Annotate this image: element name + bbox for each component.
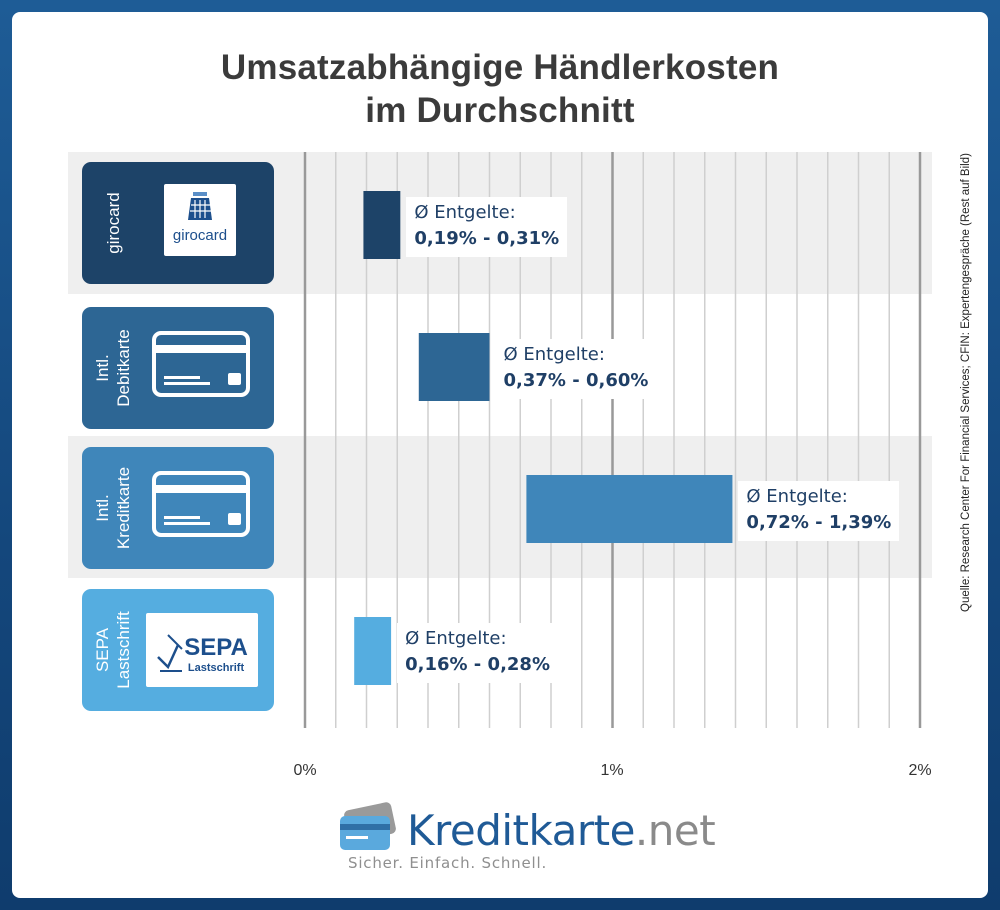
annotation-value: 0,16% - 0,28% [405,654,550,675]
category-label-line: Debitkarte [114,329,133,407]
chart-title-line-2: im Durchschnitt [365,91,635,130]
annotation-credit: Ø Entgelte: 0,72% - 1,39% [738,481,900,541]
category-label-text: Intl. Kreditkarte [90,447,136,569]
x-tick-label: 1% [600,762,624,779]
annotation-sepa: Ø Entgelte: 0,16% - 0,28% [397,623,558,683]
annotation-label: Ø Entgelte: [405,628,507,649]
sepa-logo-subtext: Lastschrift [188,662,245,674]
category-label-line: Intl. [93,494,112,522]
category-label-credit: Intl. Kreditkarte [82,447,274,569]
annotation-value: 0,37% - 0,60% [503,370,649,391]
category-label-debit: Intl. Debitkarte [82,307,274,429]
sepa-icon: SEPA Lastschrift [157,634,248,674]
infographic-card: Umsatzabhängige Händlerkosten im Durchsc… [12,12,988,898]
annotation-debit: Ø Entgelte: 0,37% - 0,60% [495,339,657,399]
chart-title-line-1: Umsatzabhängige Händlerkosten [220,48,780,87]
bar-2 [526,475,733,543]
brand-name: Kreditkarte [407,806,635,855]
category-label-sepa: SEPA Lastschrift SEPA Lastschrift [82,589,274,711]
category-label-line: Lastschrift [114,611,133,689]
category-label-line: SEPA [93,627,112,673]
sepa-logo-text: SEPA [184,634,248,661]
sepa-logo: SEPA Lastschrift [146,613,258,687]
bar-3 [354,617,392,685]
annotation-label: Ø Entgelte: [414,202,516,223]
category-label-girocard: girocard girocard [82,162,274,284]
x-tick-label: 2% [908,762,932,779]
brand-logo: Kreditkarte.net [407,806,716,855]
chart-plot-area [303,152,922,728]
girocard-logo-text: girocard [173,227,227,244]
annotation-label: Ø Entgelte: [503,344,605,365]
category-label-text: girocard [90,162,136,284]
bar-1 [418,333,490,401]
category-label-text: SEPA Lastschrift [90,589,136,711]
annotation-value: 0,19% - 0,31% [414,228,560,249]
category-label-line: Intl. [93,354,112,382]
x-tick-label: 0% [293,762,317,779]
category-label-line: girocard [103,192,123,254]
brand-card-icon [340,802,396,850]
credit-card-icon [152,331,250,397]
bar-0 [363,191,401,259]
girocard-logo: girocard [164,184,236,256]
category-label-line: Kreditkarte [114,466,133,550]
brand-tld: .net [634,806,716,855]
brand-tagline: Sicher. Einfach. Schnell. [348,854,548,872]
category-label-text: Intl. Debitkarte [90,307,136,429]
credit-card-icon [152,471,250,537]
annotation-label: Ø Entgelte: [746,486,848,507]
chart-title: Umsatzabhängige Händlerkosten im Durchsc… [12,46,988,132]
annotation-value: 0,72% - 1,39% [746,512,892,533]
annotation-girocard: Ø Entgelte: 0,19% - 0,31% [406,197,568,257]
girocard-icon: girocard [173,192,227,244]
